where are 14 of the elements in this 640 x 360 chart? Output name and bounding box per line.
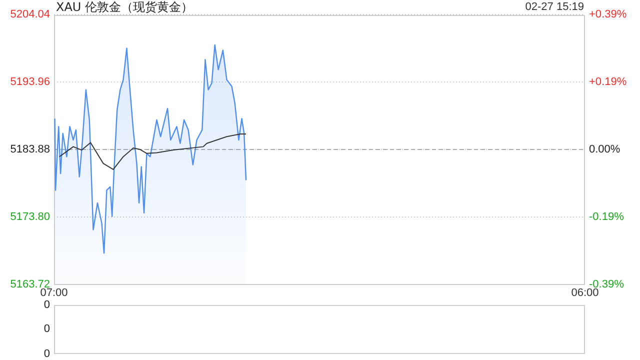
y-tick-label: 5173.80 <box>10 211 50 224</box>
y-tick-label: 5193.96 <box>10 76 50 88</box>
y2-tick-label: +0.19% <box>589 76 627 88</box>
text: 0 <box>44 298 50 312</box>
text: 0 <box>44 348 50 360</box>
y2-tick-label: 0.00% <box>589 144 620 156</box>
text: 02-27 15:19 <box>525 1 584 14</box>
chart-title: XAU 伦敦金（现货黄金） <box>56 0 194 14</box>
y2-tick-label: -0.19% <box>589 211 624 224</box>
y-tick-label: 5183.88 <box>10 144 50 156</box>
y2-tick-label: +0.39% <box>589 8 627 21</box>
text: 0 <box>44 323 50 336</box>
x-tick-label: 06:00 <box>571 287 599 300</box>
y-tick-label: 5204.04 <box>10 8 50 21</box>
